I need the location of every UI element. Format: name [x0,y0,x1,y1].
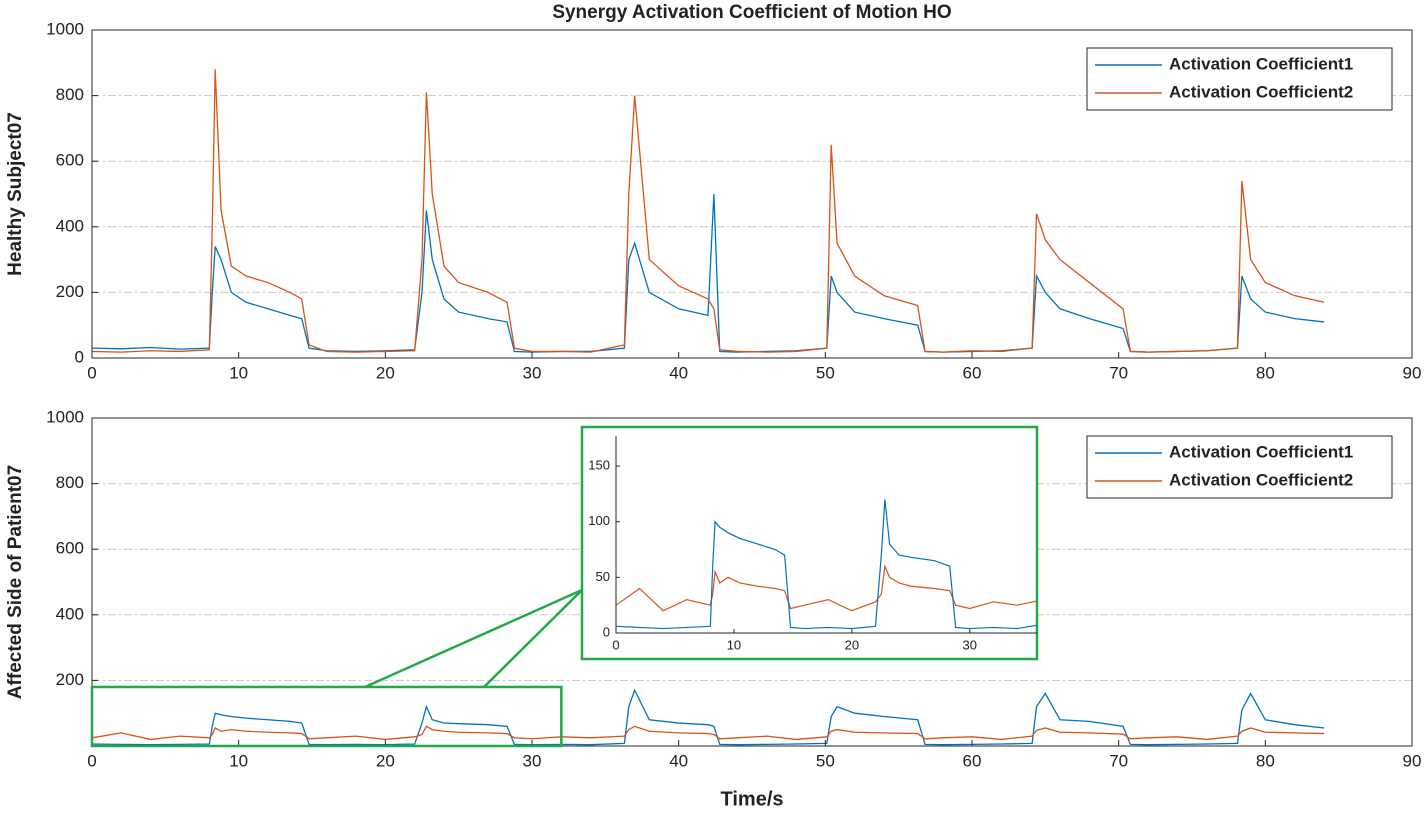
x-tick-label: 0 [87,363,96,382]
x-tick-label: 50 [816,363,835,382]
y-tick-label: 200 [56,670,84,689]
data-line [91,193,1325,353]
inset-x-tick-label: 20 [845,637,859,652]
y-tick-label: 600 [56,151,84,170]
axes-box [91,417,1413,747]
data-line [91,69,1325,353]
zoom-box [90,685,563,748]
chart-title: Synergy Activation Coefficient of Motion… [552,2,951,23]
x-tick-label: 40 [669,363,688,382]
y-tick-label: 400 [56,604,84,623]
inset-line [616,563,1037,612]
x-tick-label: 70 [1109,363,1128,382]
x-axis-label: Time/s [721,788,784,810]
y-tick-label: 0 [75,347,84,366]
inset-x-tick-label: 0 [612,637,619,652]
y-axis-label: Healthy Subject07 [5,112,26,276]
inset-line [616,499,1037,630]
data-line [91,725,1325,741]
legend-label: Activation Coefficient2 [1169,82,1353,101]
x-tick-label: 70 [1109,751,1128,770]
x-tick-label: 90 [1403,363,1422,382]
x-tick-label: 0 [87,751,96,770]
y-tick-label: 1000 [46,19,84,38]
inset-y-tick-label: 0 [603,624,610,639]
x-tick-label: 20 [376,751,395,770]
x-tick-label: 30 [523,751,542,770]
legend-box [1086,435,1393,499]
x-tick-label: 50 [816,751,835,770]
y-tick-label: 1000 [46,407,84,426]
x-tick-label: 40 [669,751,688,770]
x-tick-label: 10 [229,363,248,382]
y-tick-label: 200 [56,282,84,301]
inset-y-tick-label: 150 [588,457,610,472]
x-tick-label: 80 [1256,363,1275,382]
legend-label: Activation Coefficient2 [1169,470,1353,489]
inset-x-tick-label: 30 [963,637,977,652]
x-tick-label: 10 [229,751,248,770]
y-tick-label: 400 [56,216,84,235]
y-tick-label: 800 [56,85,84,104]
legend-label: Activation Coefficient1 [1169,442,1353,461]
x-tick-label: 20 [376,363,395,382]
x-tick-label: 60 [963,751,982,770]
y-tick-label: 800 [56,473,84,492]
x-tick-label: 60 [963,363,982,382]
y-axis-label: Affected Side of Patient07 [5,465,26,699]
inset-frame [580,425,1039,661]
x-tick-label: 30 [523,363,542,382]
legend-box [1086,47,1393,111]
zoom-connector [364,588,583,689]
x-tick-label: 80 [1256,751,1275,770]
data-line [91,688,1325,746]
y-tick-label: 600 [56,539,84,558]
inset-plot [616,499,1037,630]
inset-x-tick-label: 10 [727,637,741,652]
inset-y-tick-label: 50 [596,569,610,584]
axes-box [91,29,1413,359]
legend-label: Activation Coefficient1 [1169,54,1353,73]
x-tick-label: 90 [1403,751,1422,770]
inset-y-tick-label: 100 [588,513,610,528]
